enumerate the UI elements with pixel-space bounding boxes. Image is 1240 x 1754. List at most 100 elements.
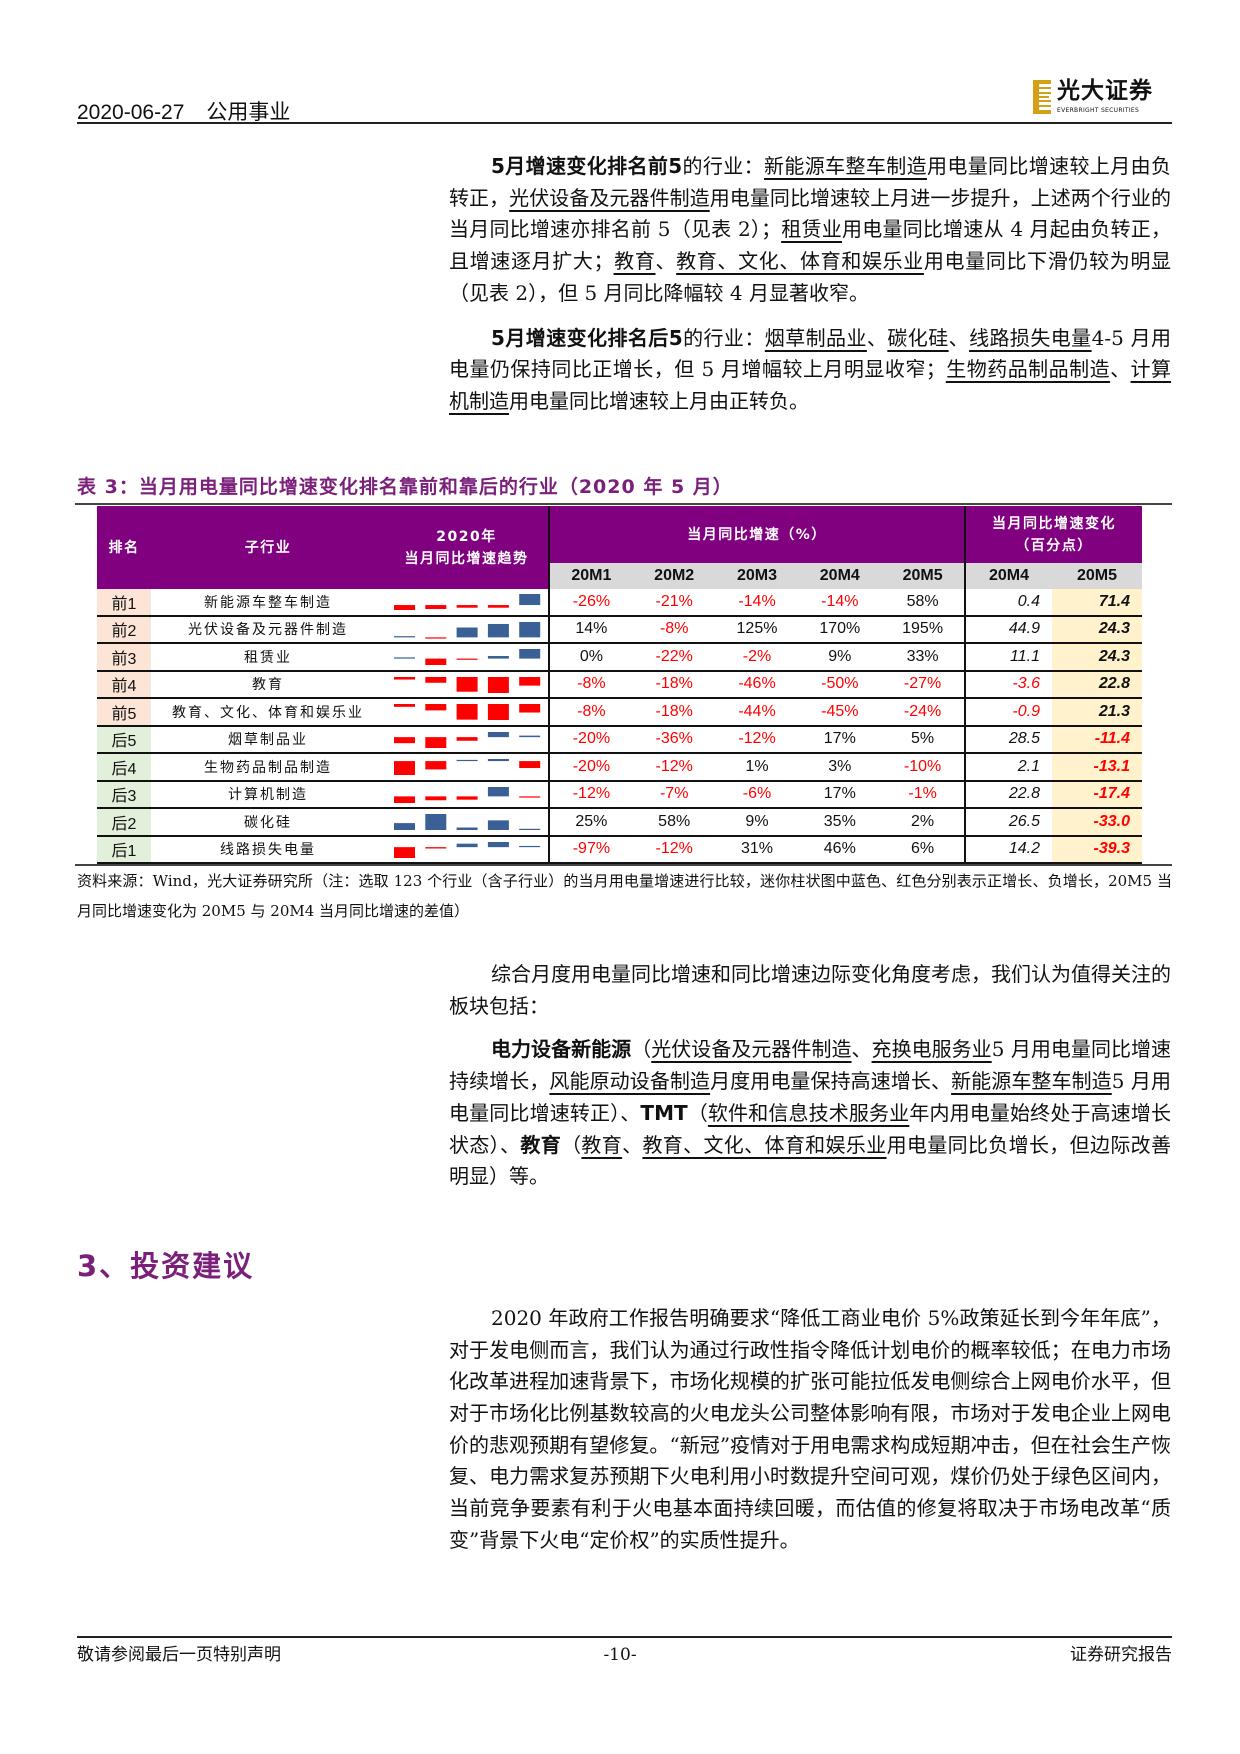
industry-cell: 烟草制品业 xyxy=(228,732,308,749)
growth-cell: 14% xyxy=(575,620,608,638)
header-industry: 子行业 xyxy=(151,506,385,589)
text-segment: （ xyxy=(631,1037,652,1062)
paragraph-bottom5: 5月增速变化排名后5的行业：烟草制品业、碳化硅、线路损失电量4-5 月用电量仍保… xyxy=(449,323,1171,418)
growth-cell: -2% xyxy=(742,647,772,665)
sparkline-bar xyxy=(519,676,541,686)
rank-cell: 前5 xyxy=(97,699,151,725)
sparkline-bar xyxy=(487,676,509,693)
growth-cell: -46% xyxy=(738,675,776,693)
sparkline-bar xyxy=(456,736,478,741)
industry-cell: 光伏设备及元器件制造 xyxy=(188,622,348,639)
rank-cell: 后2 xyxy=(97,809,151,835)
industry-cell: 教育、文化、体育和娱乐业 xyxy=(172,704,364,721)
sparkline-cell xyxy=(385,754,548,780)
sparkline-chart xyxy=(394,731,541,748)
table-row: 后1 线路损失电量 -97% -12% 31% 46% 6% 14.2 -39.3 xyxy=(97,836,1142,864)
underlined-term: 生物药品制品制造 xyxy=(945,357,1111,382)
sparkline-bar xyxy=(519,761,541,769)
sparkline-chart xyxy=(394,704,541,721)
growth-cell: -24% xyxy=(903,702,942,720)
header-growth: 当月同比增速（%） xyxy=(550,506,964,563)
sparkline-bar xyxy=(425,637,447,639)
sparkline-chart xyxy=(394,649,541,666)
sparkline-bar xyxy=(487,786,509,797)
table-title: 表 3：当月用电量同比增速变化排名靠前和靠后的行业（2020 年 5 月） xyxy=(77,476,733,498)
sparkline-bar xyxy=(425,846,447,849)
growth-cell: -21% xyxy=(655,592,693,610)
footer-report-type: 证券研究报告 xyxy=(1070,1645,1172,1665)
text-segment: 月度用电量保持高速增长、 xyxy=(710,1069,952,1094)
page-header: 2020-06-27 公用事业 xyxy=(77,96,290,126)
paragraph-focus-sectors: 电力设备新能源（光伏设备及元器件制造、充换电服务业5 月用电量同比增速持续增长，… xyxy=(449,1034,1171,1193)
text-segment: （ xyxy=(561,1132,582,1157)
growth-cell: 58% xyxy=(658,812,691,830)
growth-cell: 17% xyxy=(823,785,856,803)
change-20m5-cell: -13.1 xyxy=(1052,754,1142,780)
change-20m4-cell: 14.2 xyxy=(1008,840,1040,858)
bold-text: 电力设备新能源 xyxy=(491,1037,632,1062)
text-segment: 、 xyxy=(866,325,888,350)
underlined-term: 新能源车整车制造 xyxy=(764,154,927,178)
change-20m4-cell: 0.4 xyxy=(1017,592,1040,610)
sparkline-bar xyxy=(425,736,447,748)
bold-text: TMT xyxy=(640,1100,688,1125)
industry-cell: 生物药品制品制造 xyxy=(204,759,332,776)
change-20m4-cell: 11.1 xyxy=(1010,647,1040,665)
text-segment: 用电量同比增速较上月由正转负。 xyxy=(509,388,809,413)
sparkline-bar xyxy=(394,761,415,776)
sparkline-bar xyxy=(487,820,509,831)
sparkline-bar xyxy=(519,829,541,831)
growth-cell: -1% xyxy=(908,785,937,803)
underlined-term: 教育、文化、体育和娱乐业 xyxy=(676,249,924,274)
sparkline-chart xyxy=(394,676,541,693)
growth-cell: -22% xyxy=(655,647,693,665)
sparkline-bar xyxy=(456,627,478,638)
footer-rule xyxy=(77,1636,1172,1638)
text-segment: 、 xyxy=(622,1132,643,1157)
sparkline-cell xyxy=(385,809,548,835)
sparkline-cell xyxy=(385,699,548,725)
month-column-header: 20M3 xyxy=(715,563,799,589)
sparkline-bar xyxy=(394,635,415,638)
growth-cell: -36% xyxy=(655,730,693,748)
sparkline-bar xyxy=(487,841,509,847)
sparkline-chart xyxy=(394,841,541,858)
text-segment: 、 xyxy=(948,325,970,350)
table-row: 后2 碳化硅 25% 58% 9% 35% 2% 26.5 -33.0 xyxy=(97,809,1142,837)
industry-cell: 教育 xyxy=(252,677,284,694)
bold-text: 5月增速变化排名前5 xyxy=(491,154,683,178)
sparkline-chart xyxy=(394,759,541,776)
change-20m5-cell: 22.8 xyxy=(1052,671,1142,697)
sparkline-bar xyxy=(487,656,509,659)
growth-cell: 6% xyxy=(911,840,935,858)
column-divider xyxy=(964,506,966,864)
underlined-term: 新能源车整车制造 xyxy=(951,1069,1112,1094)
growth-cell: 33% xyxy=(906,647,939,665)
growth-cell: 17% xyxy=(823,730,856,748)
everbright-logo: 光大证券 EVERBRIGHT SECURITIES xyxy=(1033,78,1168,114)
logo-subtext: EVERBRIGHT SECURITIES xyxy=(1057,107,1140,114)
industry-cell: 线路损失电量 xyxy=(220,842,316,859)
underlined-term: 教育 xyxy=(581,1132,623,1157)
rank-cell: 后3 xyxy=(97,781,151,807)
rank-cell: 前1 xyxy=(97,589,151,615)
change-column-header: 20M5 xyxy=(1052,563,1142,589)
table-source-note: 资料来源：Wind，光大证券研究所（注：选取 123 个行业（含子行业）的当月用… xyxy=(77,872,1172,920)
sparkline-bar xyxy=(487,605,509,608)
growth-cell: -7% xyxy=(659,785,689,803)
sparkline-bar xyxy=(456,658,478,661)
sparkline-cell xyxy=(385,589,548,615)
rank-cell: 后1 xyxy=(97,836,151,862)
growth-cell: -44% xyxy=(738,702,776,720)
growth-cell: -20% xyxy=(572,730,611,748)
underlined-term: 线路损失电量 xyxy=(969,325,1092,350)
footer-disclaimer: 敬请参阅最后一页特别声明 xyxy=(77,1645,281,1665)
text-segment: 年内用电量始终处于高速增长状态）、 xyxy=(449,1100,1172,1157)
underlined-term: 软件和信息技术服务业 xyxy=(707,1100,910,1125)
rank-cell: 前3 xyxy=(97,644,151,670)
sparkline-bar xyxy=(425,704,447,711)
growth-cell: 31% xyxy=(740,840,773,858)
table-row: 后4 生物药品制品制造 -20% -12% 1% 3% -10% 2.1 -13.1 xyxy=(97,754,1142,782)
growth-cell: 125% xyxy=(736,620,778,638)
sparkline-bar xyxy=(519,621,541,638)
